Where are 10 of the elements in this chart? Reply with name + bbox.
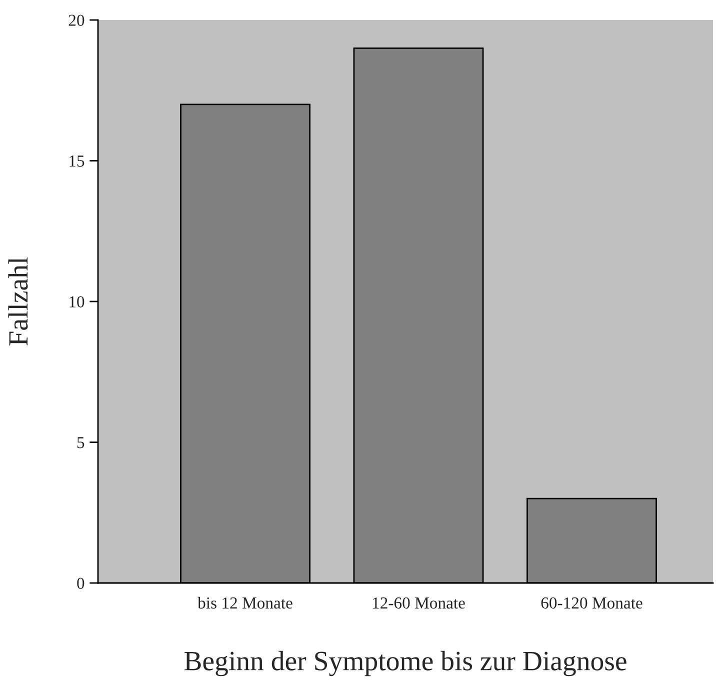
y-tick-label: 10	[70, 296, 84, 308]
y-tick-label: 0	[77, 578, 84, 589]
y-tick-label: 5	[77, 437, 84, 448]
y-axis-title: Fallzahl	[8, 257, 28, 346]
x-tick-label: 12-60 Monate	[372, 597, 465, 609]
x-tick-label: 60-120 Monate	[541, 597, 642, 609]
x-axis-title: Beginn der Symptome bis zur Diagnose	[184, 650, 626, 676]
y-tick-label: 15	[70, 156, 84, 167]
x-tick-label: bis 12 Monate	[198, 596, 292, 609]
y-tick-label: 20	[68, 14, 84, 26]
